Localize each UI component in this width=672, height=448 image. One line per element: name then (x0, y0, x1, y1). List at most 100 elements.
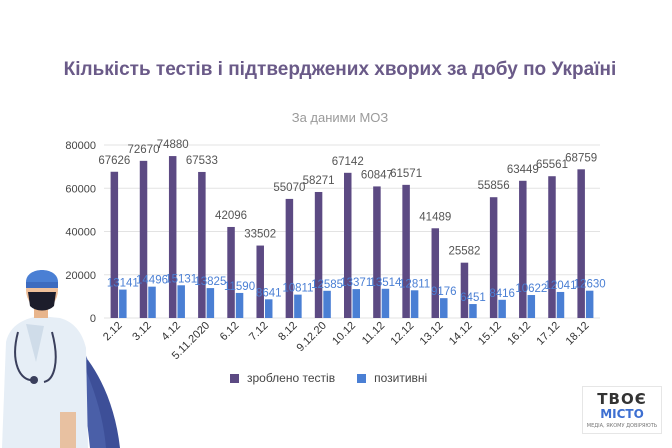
y-tick-label: 0 (90, 313, 96, 325)
data-label-tests: 55856 (478, 180, 510, 192)
data-label-positive: 12811 (399, 278, 430, 290)
data-label-positive: 9176 (431, 286, 457, 298)
data-label-positive: 13141 (107, 278, 139, 290)
bar-positive[interactable] (410, 290, 419, 318)
y-tick-label: 60000 (65, 183, 96, 195)
bar-tests[interactable] (110, 171, 119, 318)
data-label-tests: 60847 (361, 169, 393, 181)
legend-swatch-tests (230, 373, 239, 383)
bar-positive[interactable] (381, 288, 390, 318)
data-label-tests: 33502 (244, 229, 276, 241)
bar-positive[interactable] (119, 289, 127, 318)
data-label-positive: 8641 (256, 287, 282, 299)
data-label-tests: 67533 (186, 155, 218, 167)
y-tick-label: 40000 (65, 227, 96, 239)
bar-positive[interactable] (585, 290, 594, 318)
data-label-positive: 12630 (574, 279, 606, 291)
bar-tests[interactable] (489, 197, 498, 318)
bar-positive[interactable] (556, 291, 565, 318)
chart-legend: зроблено тестів позитивні (230, 370, 427, 386)
x-tick-label: 9.12.20 (295, 320, 329, 354)
data-label-tests: 63449 (507, 164, 539, 176)
bar-tests[interactable] (402, 184, 410, 318)
bar-positive[interactable] (498, 299, 506, 318)
x-tick-label: 11.12 (360, 320, 387, 347)
bar-positive[interactable] (206, 288, 215, 318)
legend-swatch-positive (357, 373, 367, 383)
doctor-illustration-icon (2, 270, 120, 448)
bar-positive[interactable] (148, 286, 156, 318)
bar-tests[interactable] (519, 180, 527, 318)
data-label-positive: 8416 (489, 288, 515, 300)
bar-positive[interactable] (264, 299, 273, 318)
data-label-positive: 10622 (515, 283, 547, 295)
bar-positive[interactable] (440, 298, 448, 318)
bar-positive[interactable] (469, 304, 477, 318)
x-tick-label: 12.12 (389, 320, 417, 348)
bar-tests[interactable] (344, 172, 352, 318)
data-label-tests: 74880 (157, 139, 189, 151)
logo-line-2: МІСТО (600, 407, 644, 421)
bar-tests[interactable] (460, 262, 469, 318)
x-tick-label: 10.12 (330, 320, 358, 348)
x-tick-label: 18.12 (564, 320, 592, 348)
bar-positive[interactable] (177, 285, 185, 318)
bar-tests[interactable] (139, 160, 148, 318)
x-tick-label: 15.12 (476, 320, 504, 348)
data-label-positive: 13825 (194, 276, 226, 288)
data-label-tests: 41489 (419, 211, 451, 223)
bar-tests[interactable] (314, 191, 323, 318)
legend-label-tests: зроблено тестів (247, 371, 336, 385)
bar-positive[interactable] (323, 290, 331, 318)
x-tick-label: 8.12 (276, 320, 300, 344)
bar-tests[interactable] (548, 176, 556, 318)
data-label-positive: 6451 (460, 292, 486, 304)
data-label-tests: 55070 (273, 182, 305, 194)
bar-tests[interactable] (285, 198, 294, 318)
y-tick-label: 20000 (65, 270, 96, 282)
data-label-positive: 11590 (224, 281, 255, 293)
data-label-positive: 14496 (136, 275, 168, 287)
legend-entry-tests[interactable]: зроблено тестів (230, 371, 335, 385)
brand-logo: ТВОЄ МІСТО МЕДІА, ЯКОМУ ДОВІРЯЮТЬ (582, 386, 662, 434)
bar-positive[interactable] (294, 294, 302, 318)
x-tick-label: 13.12 (418, 320, 446, 348)
data-label-positive: 10811 (282, 283, 313, 295)
x-tick-label: 16.12 (505, 320, 533, 348)
data-label-tests: 25582 (448, 246, 480, 258)
data-label-tests: 68759 (565, 152, 597, 164)
data-label-tests: 58271 (303, 175, 335, 187)
x-tick-label: 17.12 (534, 320, 562, 348)
logo-line-1: ТВОЄ (597, 390, 647, 408)
bar-tests[interactable] (431, 228, 440, 318)
data-label-tests: 65561 (536, 159, 568, 171)
data-label-positive: 13371 (340, 277, 372, 289)
data-label-tests: 67142 (332, 156, 364, 168)
data-label-tests: 67626 (98, 155, 130, 167)
legend-entry-positive[interactable]: позитивні (357, 371, 427, 385)
logo-tagline: МЕДІА, ЯКОМУ ДОВІРЯЮТЬ (586, 423, 658, 429)
bar-positive[interactable] (235, 292, 244, 318)
legend-label-positive: позитивні (374, 371, 428, 385)
data-label-positive: 15131 (165, 273, 197, 285)
chart-subtitle: За даними МОЗ (291, 110, 389, 125)
bar-positive[interactable] (527, 295, 536, 318)
bar-positive[interactable] (352, 289, 361, 318)
x-tick-label: 6.12 (218, 320, 242, 344)
data-label-tests: 61571 (390, 168, 422, 180)
x-tick-label: 3.12 (130, 320, 154, 344)
bar-tests[interactable] (577, 169, 585, 318)
x-tick-label: 7.12 (247, 320, 271, 344)
bar-tests[interactable] (373, 186, 381, 318)
data-label-positive: 13514 (369, 277, 402, 289)
y-tick-label: 80000 (65, 140, 96, 152)
bar-tests[interactable] (168, 156, 177, 318)
data-label-tests: 72670 (128, 144, 160, 156)
x-tick-label: 14.12 (447, 320, 475, 348)
bar-tests[interactable] (198, 171, 206, 318)
bar-tests[interactable] (256, 245, 264, 318)
data-label-positive: 12585 (311, 279, 343, 291)
chart-title: Кількість тестів і підтверджених хворих … (63, 59, 617, 80)
bar-tests[interactable] (227, 226, 235, 318)
data-label-tests: 42096 (215, 210, 247, 222)
